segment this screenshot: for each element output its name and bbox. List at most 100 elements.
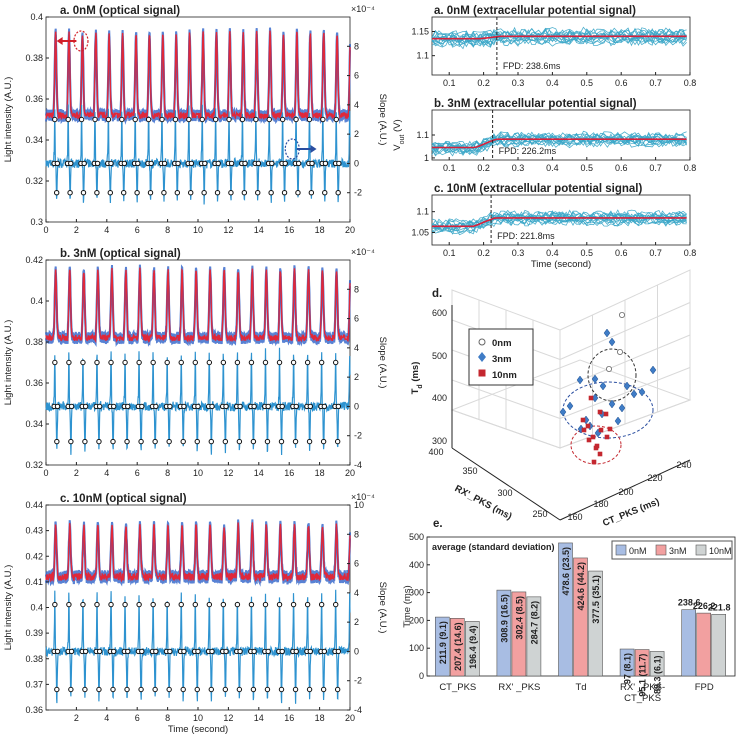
slope-trough-marker (264, 438, 271, 445)
bar-0nM-4 (681, 609, 697, 677)
bar-3nM-4 (696, 612, 712, 677)
bar-data-label: 308.9 (16.5) (499, 594, 509, 643)
panel-bars: e. average (standard deviation) 0 100 200 300… (402, 518, 736, 704)
bar-data-label: 478.6 (23.5) (561, 547, 571, 596)
slope-zero-marker (135, 160, 141, 167)
slope-zero-marker (237, 648, 243, 655)
scatter-point-10nm (590, 434, 596, 440)
y-tick-label: 0.42 (25, 255, 43, 265)
slope-trough-marker (161, 190, 167, 196)
bar-data-label: 302.4 (8.5) (514, 596, 524, 640)
x-tick-label: 0.5 (581, 163, 594, 173)
z-axis-label-unit: (ms) (410, 362, 421, 385)
scatter-point-0nm (617, 348, 624, 355)
slope-peak-marker (318, 359, 325, 366)
legend-swatch (615, 544, 627, 556)
slope-peak-marker (220, 359, 227, 366)
slope-trough-marker (180, 686, 186, 693)
slope-trough-marker (208, 438, 214, 445)
slope-zero-marker (167, 403, 173, 410)
slope-zero-marker (96, 403, 103, 410)
slope-trough-marker (334, 438, 341, 445)
light-intensity-line (45, 30, 351, 121)
arrow-head-icon (56, 37, 63, 45)
z-axis-label: Td (ms) (410, 362, 424, 395)
scatter-point-3nm (618, 403, 626, 413)
exponent-label: ×10⁻⁴ (351, 247, 375, 257)
panel-optical_0nm: a. 0nM (optical signal) ×10⁻⁴ 0 2 4 6 8 10 12 14 1… (3, 4, 388, 235)
slope-zero-marker (321, 403, 328, 410)
y-tick-label: 500 (409, 532, 424, 542)
slope-zero-marker (54, 160, 61, 167)
grid-line (451, 379, 561, 419)
slope-zero-marker (110, 403, 117, 410)
z-tick-label: 600 (432, 308, 447, 318)
slope-trough-marker (295, 190, 301, 196)
slope-zero-marker (215, 160, 221, 167)
slope-peak-marker (206, 601, 213, 608)
legend-label: 3nM (669, 546, 687, 556)
slope-peak-marker (206, 359, 213, 366)
legend-marker-3nm (478, 352, 486, 362)
x-tick-label: 250 (532, 509, 547, 519)
slope-zero-marker (336, 160, 342, 167)
slope-peak-marker (333, 116, 339, 123)
slope-trough-marker (124, 686, 130, 693)
slope-peak-marker (164, 601, 170, 608)
x-tick-label: 0.3 (512, 163, 525, 173)
bar-3nM-3 (634, 649, 650, 677)
bar-10nM-2 (588, 570, 603, 677)
slope-trough-marker (236, 686, 243, 693)
bar-3nM-1 (511, 591, 527, 677)
slope-zero-marker (125, 648, 131, 655)
scatter-point-10nm (607, 426, 613, 432)
y2-axis-label: Slope (A.U.) (377, 582, 388, 634)
slope-peak-marker (186, 116, 192, 123)
x-tick-label: 0.2 (477, 248, 490, 258)
slope-peak-marker (52, 359, 58, 366)
category-label: FPD (695, 682, 714, 693)
y-tick-label: 0.32 (25, 460, 43, 470)
slope-zero-marker (293, 648, 299, 655)
bar-0nM-3 (619, 648, 635, 677)
y2-tick-label: -2 (354, 431, 362, 441)
slope-peak-marker (94, 601, 100, 608)
slope-zero-marker (295, 160, 302, 167)
slope-peak-marker (65, 116, 71, 123)
bar-10nM-3 (649, 651, 665, 677)
slope-peak-marker (290, 359, 297, 366)
y-axis-label: Light intensity (A.U.) (3, 565, 14, 651)
slope-trough-marker (308, 190, 315, 196)
slope-zero-marker (251, 648, 257, 655)
slope-peak-marker (226, 116, 232, 123)
slope-trough-marker (320, 438, 327, 445)
legend-swatch (695, 544, 707, 556)
slope-trough-marker (268, 190, 274, 196)
legend-label: 3nm (492, 354, 512, 365)
y-tick-label: 0.38 (25, 654, 43, 664)
scatter-point-10nm (591, 459, 597, 465)
slope-trough-marker (82, 438, 88, 445)
mean-trace-line (432, 138, 687, 149)
slope-peak-marker (290, 601, 297, 608)
y2-tick-label: 4 (354, 588, 359, 598)
x-tick-label: 0.3 (512, 78, 525, 88)
x-tick-label: 10 (193, 713, 203, 723)
exponent-label: ×10⁻⁴ (351, 4, 375, 14)
y-axis-label: Light intensity (A.U.) (3, 77, 14, 163)
slope-peak-marker (122, 359, 128, 366)
slope-peak-marker (132, 116, 138, 123)
slope-trough-marker (53, 190, 60, 196)
x-tick-label: 0.5 (581, 78, 594, 88)
scatter-point-3nm (591, 374, 599, 384)
slope-zero-marker (307, 403, 313, 410)
bar-data-label: 377.5 (35.1) (591, 575, 601, 624)
slope-trough-marker (222, 438, 229, 445)
bar-data-label: 238.6 (678, 598, 701, 608)
slope-trough-marker (208, 686, 214, 693)
y-tick-label: 0.34 (25, 135, 43, 145)
x-tick-label: 0.2 (477, 163, 490, 173)
slope-zero-marker (125, 403, 131, 410)
y2-tick-label: -4 (354, 460, 362, 470)
